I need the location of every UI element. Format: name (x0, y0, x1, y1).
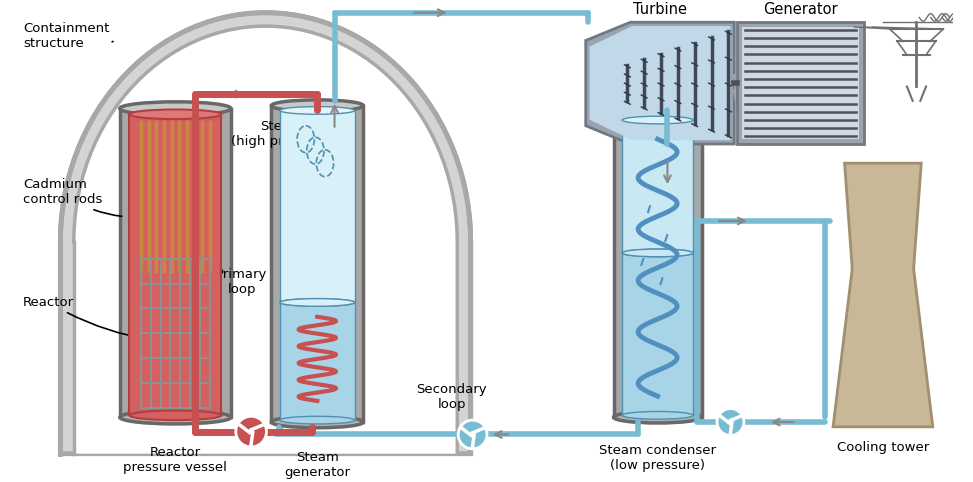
Text: Reactor: Reactor (23, 295, 150, 340)
Text: Steam
generator: Steam generator (284, 451, 350, 479)
Circle shape (729, 420, 732, 424)
Text: Turbine: Turbine (633, 2, 687, 17)
Bar (622, 253, 693, 415)
Text: Primary
loop: Primary loop (216, 268, 268, 296)
Ellipse shape (622, 412, 693, 419)
Text: Reactor
pressure vessel: Reactor pressure vessel (124, 446, 228, 474)
Circle shape (235, 416, 267, 447)
Bar (614, 115, 702, 417)
Text: Cooling tower: Cooling tower (837, 441, 929, 454)
Bar (280, 302, 355, 420)
Circle shape (249, 430, 253, 433)
Ellipse shape (280, 107, 355, 114)
Ellipse shape (622, 116, 693, 124)
Polygon shape (833, 163, 933, 427)
Text: Containment
structure: Containment structure (23, 22, 113, 50)
Text: Cadmium
control rods: Cadmium control rods (23, 178, 122, 216)
Ellipse shape (280, 416, 355, 424)
Polygon shape (590, 26, 731, 140)
Ellipse shape (271, 100, 363, 111)
Circle shape (717, 409, 744, 435)
Text: Steam condenser
(low pressure): Steam condenser (low pressure) (599, 444, 716, 472)
Text: Generator: Generator (763, 2, 838, 17)
Bar (129, 114, 222, 415)
Ellipse shape (280, 299, 355, 306)
Ellipse shape (614, 412, 702, 423)
Ellipse shape (129, 411, 222, 420)
Polygon shape (74, 26, 457, 454)
Bar (622, 120, 693, 253)
Ellipse shape (120, 102, 231, 115)
Text: Steam
(high pressure): Steam (high pressure) (231, 120, 333, 148)
Bar (738, 22, 864, 144)
Bar (280, 110, 355, 302)
Ellipse shape (271, 416, 363, 428)
Bar (742, 27, 859, 139)
Circle shape (471, 433, 474, 436)
Text: Secondary
loop: Secondary loop (416, 383, 486, 411)
Circle shape (458, 420, 486, 449)
Ellipse shape (622, 249, 693, 257)
Ellipse shape (614, 109, 702, 121)
Ellipse shape (129, 109, 222, 119)
Ellipse shape (120, 411, 231, 424)
Polygon shape (586, 22, 735, 144)
Ellipse shape (622, 249, 693, 257)
Bar (120, 108, 231, 417)
Ellipse shape (280, 299, 355, 306)
Bar (271, 106, 363, 422)
Polygon shape (60, 13, 471, 454)
